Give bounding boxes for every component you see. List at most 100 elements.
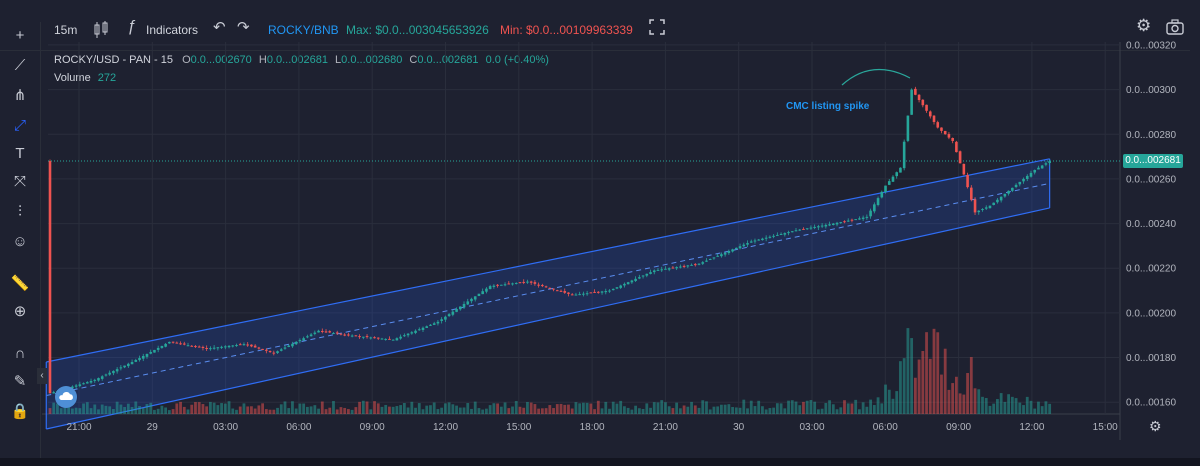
gear-icon[interactable]: ⚙ <box>1136 16 1152 35</box>
volume-bar <box>977 389 981 414</box>
candle-body <box>735 247 738 250</box>
volume-bar <box>104 405 108 414</box>
ohlc-open-key: O <box>182 54 191 66</box>
volume-bar <box>466 403 470 414</box>
candle-body <box>772 235 775 237</box>
volume-bar <box>100 404 104 414</box>
volume-bar <box>518 406 522 414</box>
volume-bar <box>865 406 869 414</box>
volume-bar <box>533 404 537 414</box>
candle-body <box>186 345 190 347</box>
axis-settings-icon[interactable]: ⚙ <box>1149 418 1162 434</box>
ruler-icon[interactable]: 📏 <box>10 275 30 292</box>
candle-body <box>500 284 503 286</box>
volume-bar <box>537 408 541 414</box>
volume-bar <box>347 409 350 414</box>
drawing-toolbar: + ⟋ ⋔ ⤢ T ⤧ ⫶ ☺ 📏 ⊕ ∩ ✎ 🔒 <box>0 22 41 458</box>
volume-bar <box>167 410 171 414</box>
candle-body <box>48 161 52 394</box>
candle-body <box>623 283 626 286</box>
prediction-icon[interactable]: ⫶ <box>18 203 22 220</box>
candle-body <box>794 230 798 232</box>
redo-icon[interactable]: ↷ <box>237 19 250 36</box>
crosshair-icon[interactable]: + <box>15 27 25 44</box>
interval-button[interactable]: 15m <box>54 23 78 37</box>
candle-body <box>943 130 947 135</box>
volume-bar <box>417 403 421 414</box>
volume-bar <box>82 403 85 414</box>
ohlc-change: 0.0 (+0.40%) <box>485 54 549 66</box>
y-tick-label: 0.0...00240 <box>1126 219 1176 230</box>
pair-label[interactable]: ROCKY/BNB <box>268 23 339 37</box>
volume-bar <box>630 409 634 414</box>
volume-bar <box>164 407 168 414</box>
volume-bar <box>499 406 503 414</box>
candle-body <box>339 333 343 335</box>
camera-icon[interactable] <box>1166 18 1184 40</box>
magnet-icon[interactable]: ∩ <box>14 345 26 362</box>
volume-bar <box>723 404 727 414</box>
candle-body <box>555 290 559 292</box>
emoji-icon[interactable]: ☺ <box>12 233 28 250</box>
indicators-button[interactable]: Indicators <box>146 23 199 37</box>
volume-bar <box>570 408 574 414</box>
symbol-title[interactable]: ROCKY/USD - PAN - 15 <box>54 54 173 66</box>
volume-bar <box>671 408 675 414</box>
candle-body <box>179 343 182 345</box>
candle-body <box>380 338 384 340</box>
scroll-left-button[interactable]: ‹ <box>37 368 47 384</box>
volume-bar <box>604 401 608 414</box>
volume-bar <box>742 399 746 414</box>
text-icon[interactable]: T <box>15 145 25 162</box>
volume-bar <box>276 407 279 414</box>
y-tick-label: 0.0...00180 <box>1126 353 1176 364</box>
candle-body <box>559 290 563 292</box>
candle-body <box>168 341 171 344</box>
candle-body <box>910 89 913 115</box>
x-tick-label: 15:00 <box>1093 422 1118 433</box>
pattern-icon[interactable]: ⤧ <box>13 173 26 190</box>
volume-bar <box>682 405 686 414</box>
candle-body <box>466 301 470 305</box>
candle-body <box>242 344 246 346</box>
fib-icon[interactable]: ⋔ <box>13 87 27 104</box>
candle-body <box>906 115 910 141</box>
indicators-icon[interactable]: ƒ <box>127 18 136 35</box>
candle-body <box>690 264 693 266</box>
fullscreen-icon[interactable] <box>648 18 666 40</box>
zoom-icon[interactable]: ⊕ <box>13 303 27 320</box>
brush-icon[interactable]: ⤢ <box>13 117 26 134</box>
candle-body <box>1003 193 1007 197</box>
candle-body <box>220 346 223 348</box>
volume-bar <box>261 403 265 414</box>
lock-icon[interactable]: 🔒 <box>10 403 30 420</box>
candle-body <box>100 376 104 379</box>
trendline-icon[interactable]: ⟋ <box>14 57 26 74</box>
candle-body <box>1014 184 1018 188</box>
candle-body <box>541 285 544 287</box>
volume-bar <box>973 388 977 414</box>
candle-body <box>876 198 880 205</box>
volume-bar <box>52 402 56 414</box>
candle-body <box>212 347 216 349</box>
volume-bar <box>608 408 611 414</box>
y-tick-label: 0.0...00160 <box>1126 398 1176 409</box>
undo-icon[interactable]: ↶ <box>213 19 226 36</box>
volume-bar <box>182 406 186 414</box>
lock-drawing-icon[interactable]: ✎ <box>13 373 27 390</box>
candle-body <box>537 284 540 286</box>
candle-body <box>403 335 406 337</box>
volume-bar <box>529 402 533 414</box>
candle-body <box>679 266 682 268</box>
x-tick-label: 03:00 <box>799 422 824 433</box>
volume-bar <box>805 400 809 414</box>
volume-bar <box>171 409 175 414</box>
candle-body <box>485 288 488 292</box>
candles-icon[interactable] <box>93 20 109 44</box>
candle-body <box>406 333 410 336</box>
candle-body <box>373 337 376 339</box>
volume-bar <box>913 377 917 414</box>
volume-bar <box>220 403 223 414</box>
volume-bar <box>962 394 966 414</box>
